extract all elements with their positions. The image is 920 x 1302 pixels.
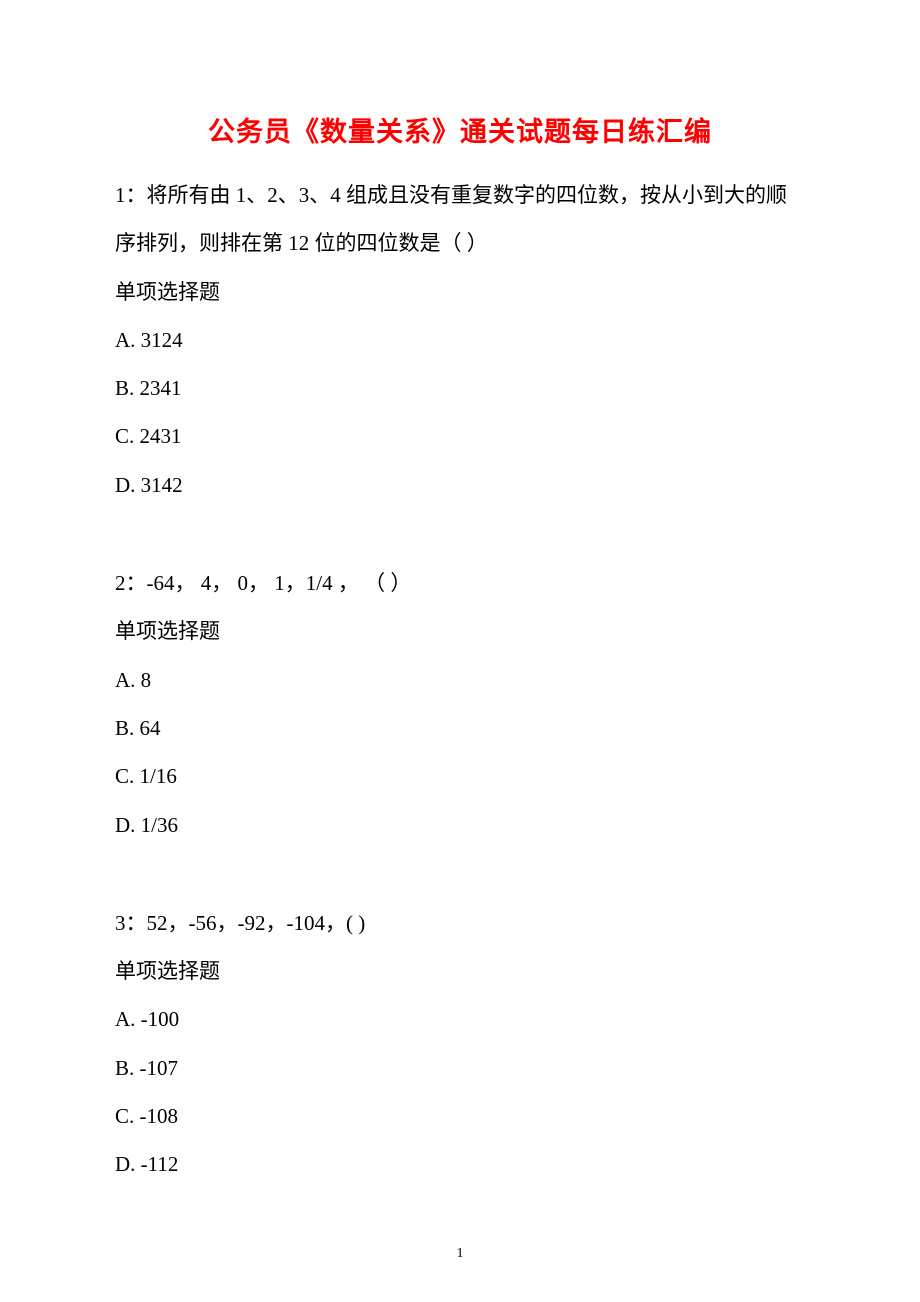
- question-2: 2：-64， 4， 0， 1，1/4 ， （ ） 单项选择题 A. 8 B. 6…: [115, 559, 805, 849]
- question-2-option-a: A. 8: [115, 656, 805, 704]
- question-3-option-d: D. -112: [115, 1140, 805, 1188]
- question-1-option-b: B. 2341: [115, 364, 805, 412]
- document-title: 公务员《数量关系》通关试题每日练汇编: [115, 110, 805, 149]
- question-3: 3：52，-56，-92，-104，( ) 单项选择题 A. -100 B. -…: [115, 899, 805, 1189]
- question-3-option-a: A. -100: [115, 995, 805, 1043]
- question-2-text: 2：-64， 4， 0， 1，1/4 ， （ ）: [115, 559, 805, 607]
- question-2-option-c: C. 1/16: [115, 752, 805, 800]
- question-3-text: 3：52，-56，-92，-104，( ): [115, 899, 805, 947]
- question-1-option-a: A. 3124: [115, 316, 805, 364]
- question-1-type: 单项选择题: [115, 268, 805, 316]
- page-number: 1: [457, 1246, 464, 1262]
- question-2-type: 单项选择题: [115, 607, 805, 655]
- question-1-option-c: C. 2431: [115, 412, 805, 460]
- question-1-option-d: D. 3142: [115, 461, 805, 509]
- question-1: 1：将所有由 1、2、3、4 组成且没有重复数字的四位数，按从小到大的顺序排列，…: [115, 171, 805, 509]
- question-3-option-b: B. -107: [115, 1044, 805, 1092]
- question-2-option-d: D. 1/36: [115, 801, 805, 849]
- question-2-option-b: B. 64: [115, 704, 805, 752]
- question-1-text: 1：将所有由 1、2、3、4 组成且没有重复数字的四位数，按从小到大的顺序排列，…: [115, 171, 805, 268]
- question-3-option-c: C. -108: [115, 1092, 805, 1140]
- question-3-type: 单项选择题: [115, 947, 805, 995]
